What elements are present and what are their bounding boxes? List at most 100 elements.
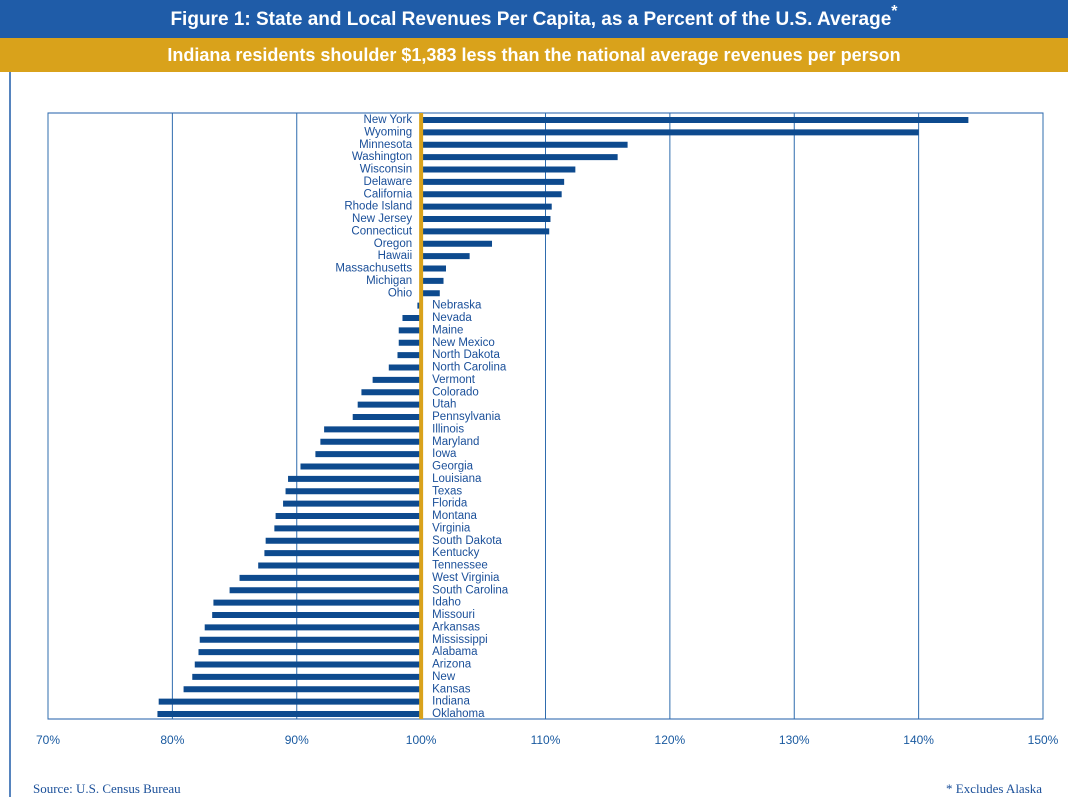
category-label: Florida: [432, 498, 468, 510]
category-label: Hawaii: [378, 250, 413, 262]
bar: [398, 339, 422, 346]
bar: [199, 636, 422, 643]
chart-title: Figure 1: State and Local Revenues Per C…: [170, 3, 898, 30]
bar: [421, 203, 552, 210]
x-tick-label: 80%: [160, 733, 184, 747]
category-label: Delaware: [364, 176, 413, 188]
x-tick-label: 150%: [1028, 733, 1059, 747]
x-tick-label: 140%: [903, 733, 934, 747]
bar: [265, 537, 422, 544]
category-label: Nevada: [432, 312, 472, 324]
category-label: Ohio: [388, 287, 412, 299]
chart-subtitle: Indiana residents shoulder $1,383 less t…: [167, 45, 900, 65]
category-label: New Jersey: [352, 213, 412, 225]
subtitle-bar: [0, 38, 1068, 72]
title-marker: *: [891, 3, 898, 20]
category-label: Iowa: [432, 448, 457, 460]
bar: [397, 352, 422, 359]
category-label: Kentucky: [432, 547, 480, 559]
bar: [421, 141, 628, 148]
category-label: Rhode Island: [344, 201, 412, 213]
bar: [213, 599, 422, 606]
category-label: Connecticut: [351, 225, 413, 237]
bar: [357, 401, 422, 408]
category-label: Wisconsin: [360, 164, 412, 176]
bar: [421, 129, 919, 136]
category-label: Indiana: [432, 696, 470, 708]
x-tick-label: 110%: [531, 733, 561, 747]
bar: [283, 500, 422, 507]
source: Source: U.S. Census Bureau: [33, 781, 181, 796]
category-label: Mississippi: [432, 634, 488, 646]
bar: [258, 562, 422, 569]
bar: [204, 624, 422, 631]
bar: [372, 376, 422, 383]
bar: [402, 315, 422, 321]
x-tick-label: 130%: [779, 733, 810, 747]
bar: [320, 438, 422, 445]
x-tick-label: 90%: [285, 733, 309, 747]
bar: [158, 698, 422, 705]
bar: [198, 649, 422, 656]
bar: [421, 117, 969, 123]
category-label: Colorado: [432, 386, 479, 398]
bar: [421, 265, 446, 272]
category-label: West Virginia: [432, 572, 500, 584]
bar: [421, 240, 493, 247]
category-label: Arizona: [432, 659, 472, 671]
x-tick-label: 100%: [406, 733, 437, 747]
bar: [421, 290, 440, 297]
bar: [361, 389, 422, 396]
category-label: Virginia: [432, 522, 471, 534]
category-label: Pennsylvania: [432, 411, 501, 423]
category-label: South Dakota: [432, 535, 502, 547]
bar: [183, 686, 422, 693]
bar: [421, 178, 565, 185]
category-label: Kansas: [432, 683, 471, 695]
category-label: New York: [364, 114, 413, 126]
category-label: Massachusetts: [335, 263, 412, 275]
bar: [157, 711, 422, 717]
category-label: North Carolina: [432, 362, 507, 374]
bar: [288, 475, 422, 482]
bar: [264, 550, 422, 557]
category-label: Georgia: [432, 461, 474, 473]
bar: [315, 451, 422, 458]
bar: [274, 525, 422, 532]
x-tick-label: 70%: [36, 733, 60, 747]
footnote: * Excludes Alaska: [946, 781, 1042, 796]
bar: [421, 277, 444, 284]
category-label: California: [364, 188, 413, 200]
bar: [388, 364, 422, 371]
category-label: Illinois: [432, 423, 464, 435]
category-label: North Dakota: [432, 349, 500, 361]
category-label: Oregon: [374, 238, 412, 250]
bar: [352, 414, 422, 420]
category-label: Maryland: [432, 436, 479, 448]
bar: [421, 166, 576, 173]
bar: [421, 216, 551, 222]
category-label: Arkansas: [432, 621, 480, 633]
category-label: Oklahoma: [432, 708, 485, 720]
category-label: Missouri: [432, 609, 475, 621]
x-tick-label: 120%: [655, 733, 686, 747]
bar: [421, 253, 470, 260]
bar: [398, 327, 422, 334]
bar: [300, 463, 422, 470]
category-label: Louisiana: [432, 473, 482, 485]
category-label: Alabama: [432, 646, 478, 658]
category-label: Montana: [432, 510, 477, 522]
title-text: Figure 1: State and Local Revenues Per C…: [170, 9, 891, 30]
bar: [324, 426, 422, 433]
category-label: Tennessee: [432, 560, 488, 572]
category-label: Vermont: [432, 374, 476, 386]
bar: [192, 673, 422, 680]
bar: [275, 513, 422, 519]
category-label: Michigan: [366, 275, 412, 287]
category-label: Maine: [432, 324, 463, 336]
category-label: Minnesota: [359, 139, 413, 151]
bar: [194, 661, 422, 668]
category-label: New Mexico: [432, 337, 495, 349]
